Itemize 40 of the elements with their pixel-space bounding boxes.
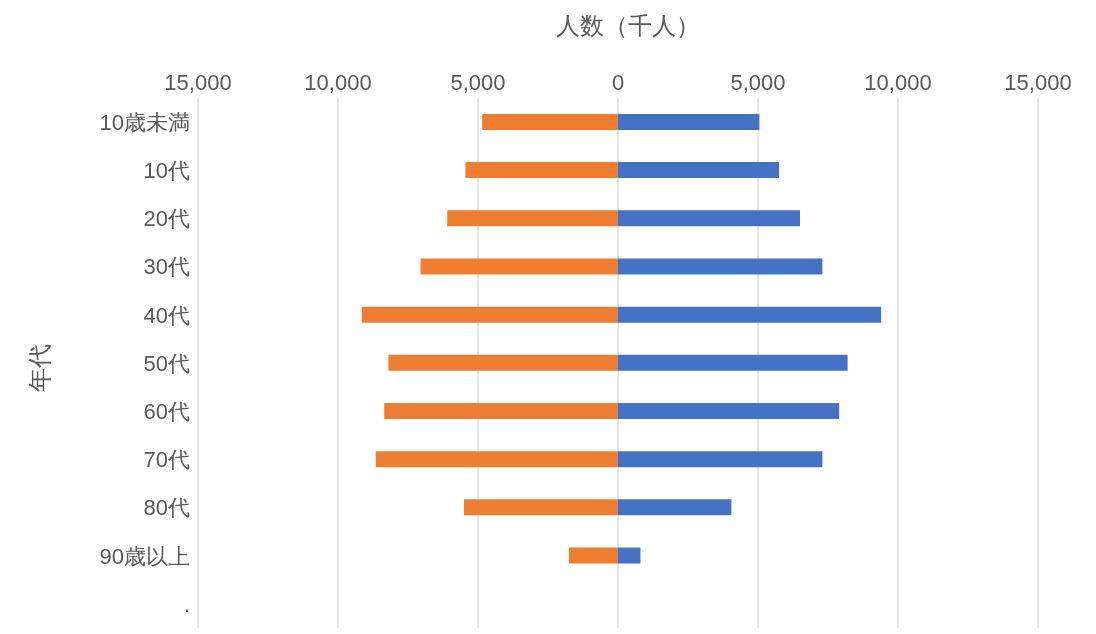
y-tick-label: 90歳以上 (99, 543, 190, 569)
y-axis-title: 年代 (25, 344, 54, 392)
bar (384, 402, 618, 419)
y-tick-label: 60代 (143, 398, 190, 424)
bar (618, 113, 760, 130)
x-tick-label: 15,000 (1004, 70, 1072, 95)
x-tick-label: 5,000 (730, 70, 786, 95)
y-tick-label: 20代 (143, 206, 190, 232)
bar (464, 499, 618, 516)
y-tick-label: 80代 (143, 495, 190, 521)
x-tick-label: 5,000 (450, 70, 506, 95)
y-tick-label: 10代 (143, 158, 190, 184)
bar (482, 113, 618, 130)
bar (618, 162, 779, 179)
bar (618, 258, 823, 275)
bar (618, 210, 800, 227)
y-tick-label: 50代 (143, 350, 190, 376)
bar (420, 258, 618, 275)
bar (447, 210, 618, 227)
bar (618, 451, 823, 468)
x-tick-label: 15,000 (164, 70, 232, 95)
bar (618, 402, 840, 419)
bar (361, 306, 618, 323)
x-tick-label: 10,000 (864, 70, 932, 95)
y-tick-label: 70代 (143, 447, 190, 473)
bar (465, 162, 618, 179)
x-tick-label: 10,000 (304, 70, 372, 95)
bar (618, 354, 848, 371)
bar (569, 547, 618, 564)
x-axis-title: 人数（千人） (555, 11, 701, 41)
x-tick-label: 0 (611, 70, 625, 95)
y-tick-label: . (183, 591, 190, 617)
bar (618, 547, 641, 564)
y-tick-label: 30代 (143, 254, 190, 280)
bar (618, 499, 732, 516)
y-tick-label: 10歳未満 (99, 109, 190, 135)
y-tick-label: 40代 (143, 302, 190, 328)
bar (388, 354, 618, 371)
bar (618, 306, 882, 323)
bar (375, 451, 618, 468)
